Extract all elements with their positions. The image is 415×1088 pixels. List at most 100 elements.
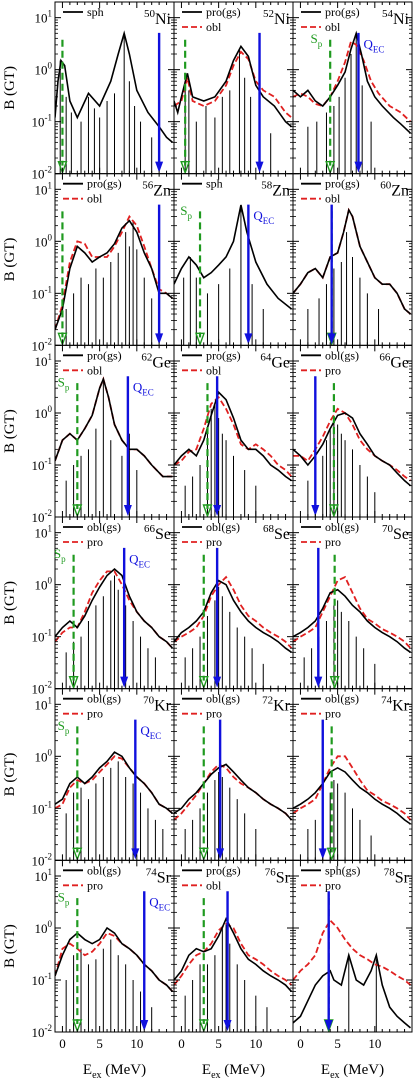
- dashed-folded-curve: [293, 918, 412, 986]
- legend-label: obl: [206, 878, 222, 892]
- qec-label: QEC: [363, 36, 384, 54]
- y-tick-label-part: 10: [35, 354, 48, 369]
- nucleus-label-part: 78: [384, 866, 396, 878]
- x-tick-label-part: 0: [178, 1036, 185, 1051]
- qec-label-part: Q: [253, 208, 263, 223]
- legend-label: pro(gs): [206, 863, 241, 877]
- sp-label-part: S: [54, 546, 61, 561]
- panel-sr-78: sph(gs)pro 78Sr: [292, 859, 413, 1033]
- panel-plot-area: [174, 204, 293, 346]
- qec-label-part: Q: [149, 895, 159, 910]
- solid-folded-curve: [293, 766, 411, 825]
- qec-arrow-head: [213, 676, 222, 688]
- nucleus-label-part: 68: [263, 523, 275, 535]
- panel-plot-area: [293, 204, 412, 346]
- sp-arrow-head: [202, 504, 213, 518]
- y-tick-label: 100: [35, 747, 53, 764]
- y-tick-label: 101: [35, 524, 53, 541]
- sp-label-part: S: [58, 890, 65, 905]
- x-tick-label-part: 10: [249, 1036, 262, 1051]
- legend-label: pro: [325, 535, 341, 549]
- x-tick-label-part: 0: [59, 1036, 66, 1051]
- dashed-folded-curve: [55, 376, 173, 478]
- sp-arrow-head: [326, 847, 337, 861]
- nucleus-label-part: Kr: [273, 698, 291, 715]
- y-tick-label-part: 1: [48, 695, 53, 705]
- nucleus-label-part: 72: [262, 695, 273, 707]
- x-tick-label: 5: [334, 1036, 341, 1051]
- nucleus-label: 70Se: [382, 523, 409, 543]
- nucleus-label-part: Se: [274, 526, 290, 543]
- qec-label-part: Q: [133, 380, 143, 395]
- qec-arrow-head: [318, 848, 327, 860]
- panel-se-68: obl(gs)pro 68Se: [173, 516, 294, 690]
- solid-folded-curve: [174, 916, 293, 993]
- legend-label-part: sph(gs): [325, 863, 360, 877]
- y-axis-label-part: B (GT): [2, 409, 18, 453]
- y-tick-label-part: 10: [32, 801, 45, 816]
- panel-plot-area: [174, 547, 293, 689]
- legend-label: pro: [87, 878, 103, 892]
- y-axis-label: B (GT): [2, 238, 18, 282]
- solid-folded-curve: [293, 30, 412, 134]
- y-tick-label-part: 1: [48, 524, 53, 534]
- nucleus-label: 66Se: [144, 523, 171, 543]
- y-tick-label-part: 10: [32, 115, 45, 130]
- y-tick-label-part: 0: [48, 61, 53, 71]
- panel-ge-62: pro(gs)obl 62Ge Sp QEC: [54, 344, 175, 518]
- legend-label-part: pro: [325, 363, 341, 377]
- nucleus-label-part: 64: [260, 351, 272, 363]
- panel-plot-area: [55, 376, 173, 518]
- panel-kr-72: obl(gs)pro 72Kr: [173, 688, 294, 861]
- sp-arrow-head: [198, 847, 209, 861]
- legend-label-part: obl(gs): [87, 520, 121, 534]
- dashed-folded-curve: [174, 395, 293, 478]
- y-tick-label: 10-2: [32, 508, 53, 525]
- y-axis-label: B (GT): [2, 581, 18, 625]
- legend-label: obl(gs): [87, 692, 121, 706]
- legend-label-part: pro(gs): [325, 5, 360, 19]
- nucleus-label-part: 66: [144, 523, 156, 535]
- y-tick-label-part: -2: [45, 851, 53, 861]
- legend-label-part: pro(gs): [206, 863, 241, 877]
- nucleus-label-part: 50: [144, 8, 156, 20]
- x-axis-label-part: E: [83, 1062, 92, 1078]
- nucleus-label: 72Kr: [262, 695, 291, 715]
- legend-label: pro: [325, 878, 341, 892]
- y-tick-label-part: 10: [35, 406, 48, 421]
- legend-label: pro: [325, 363, 341, 377]
- panel-plot-area: [293, 719, 412, 861]
- panel-zn-60: pro(gs)obl 60Zn: [292, 173, 413, 346]
- panel-zn-56: pro(gs)obl 56Zn: [54, 173, 175, 346]
- solid-folded-curve: [174, 204, 293, 310]
- qec-arrow-head: [314, 676, 323, 688]
- y-tick-label-part: 10: [35, 749, 48, 764]
- x-tick-label: 0: [59, 1036, 66, 1051]
- qec-arrow-head: [131, 848, 140, 860]
- panel-ni-50: sph 50Ni: [54, 1, 175, 175]
- solid-folded-curve: [293, 412, 412, 487]
- y-axis-label: B (GT): [2, 409, 18, 453]
- x-axis-label-part: (MeV): [102, 1062, 147, 1078]
- qec-arrow-head: [120, 676, 129, 688]
- sp-arrow-head: [325, 160, 336, 174]
- x-axis-label-part: (MeV): [221, 1062, 266, 1078]
- y-tick-label: 10-1: [32, 799, 53, 816]
- y-tick-label-part: 10: [35, 578, 48, 593]
- panel-plot-area: [174, 32, 293, 174]
- legend-label-part: pro(gs): [206, 5, 241, 19]
- qec-label-part: EC: [263, 216, 275, 226]
- nucleus-label: 68Se: [263, 523, 290, 543]
- x-tick-label-part: 5: [215, 1036, 222, 1051]
- solid-folded-curve: [174, 390, 292, 482]
- nucleus-label-part: 60: [380, 180, 392, 192]
- y-axis-label: B (GT): [2, 753, 18, 797]
- y-tick-label-part: 10: [35, 63, 48, 78]
- nucleus-label-part: Ni: [155, 11, 172, 28]
- y-axis-label: B (GT): [2, 66, 18, 110]
- y-tick-label: 10-2: [32, 336, 53, 353]
- legend-label-part: pro: [325, 707, 341, 721]
- solid-folded-curve: [55, 30, 174, 143]
- qec-label: QEC: [253, 208, 274, 226]
- legend-label: pro(gs): [325, 177, 360, 191]
